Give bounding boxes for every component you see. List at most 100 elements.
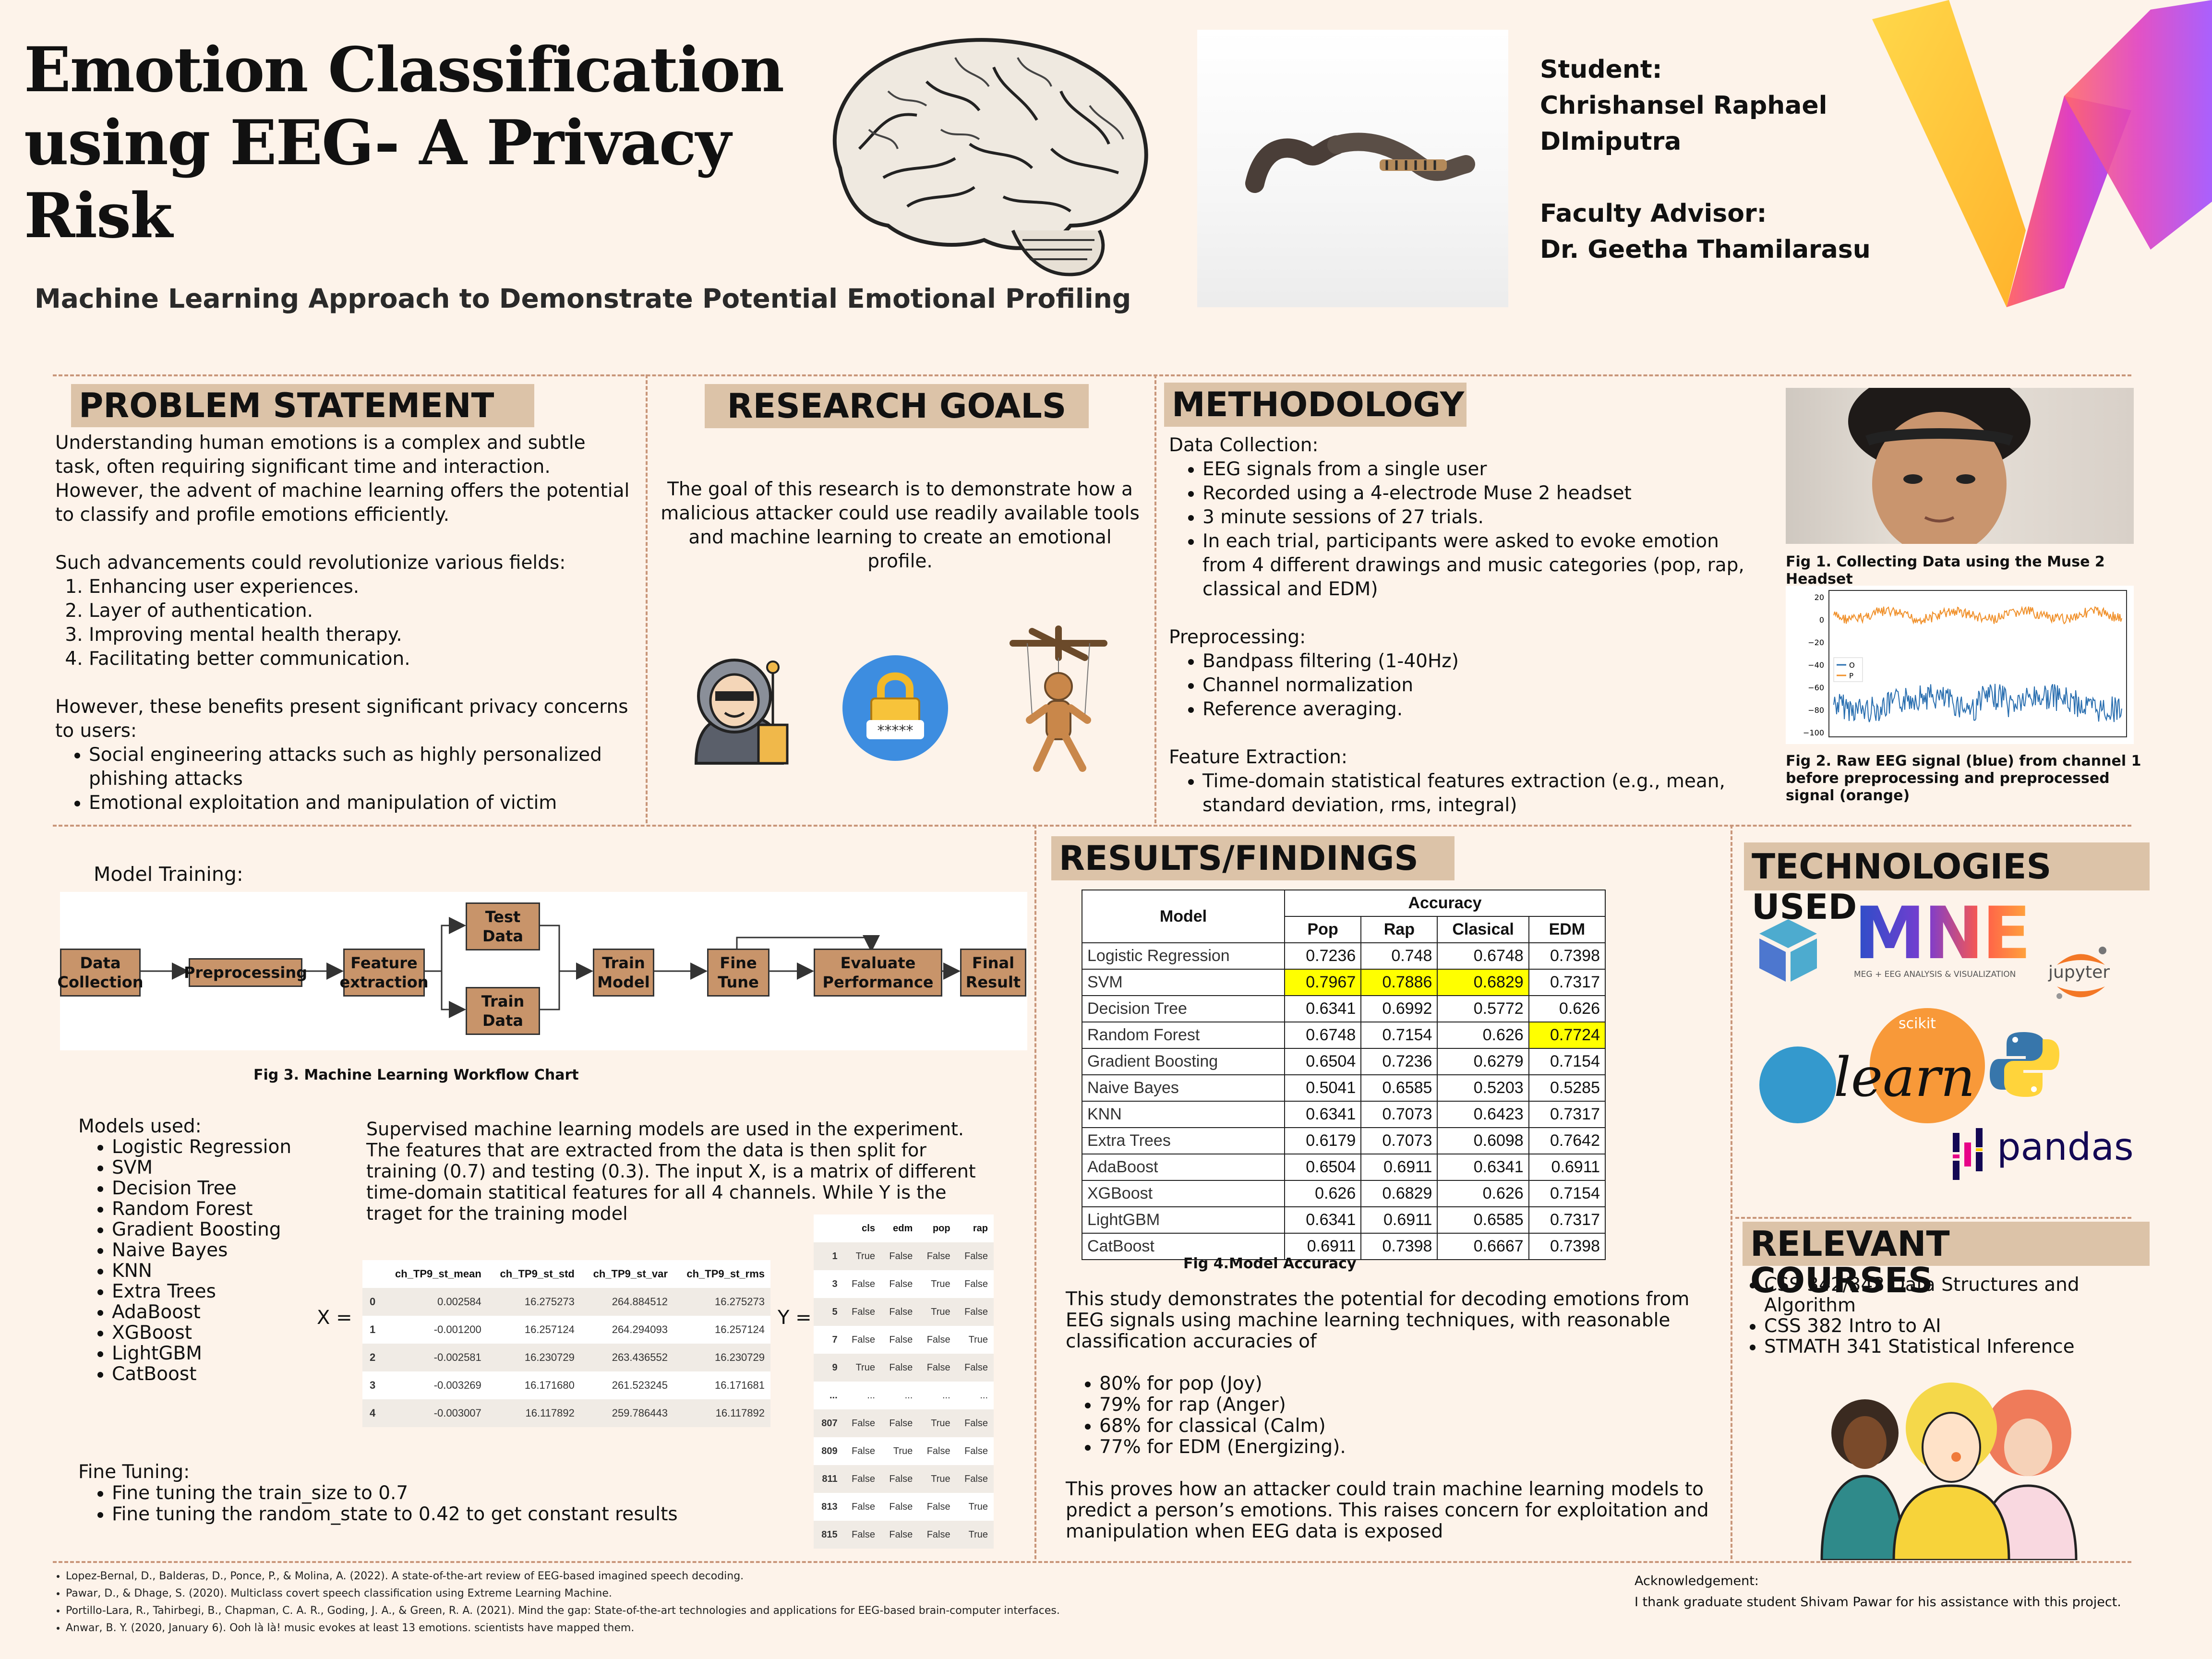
divider	[53, 825, 2131, 827]
fields-list: Enhancing user experiences. Layer of aut…	[55, 575, 631, 671]
flow-data-collection: Data Collection	[57, 949, 144, 997]
fine-tuning: Fine Tuning: Fine tuning the train_size …	[78, 1462, 678, 1525]
list-item: Fine tuning the train_size to 0.7	[112, 1483, 678, 1504]
accuracy-cell: 0.6911	[1284, 1233, 1362, 1260]
fine-tuning-label: Fine Tuning:	[78, 1461, 190, 1483]
y-matrix-table: cls edm pop rap 1 True False False False 3 False Fa…	[814, 1214, 994, 1549]
table-cell: False	[889, 1501, 913, 1512]
list-item: AdaBoost	[112, 1302, 291, 1322]
eeg-plot: 20 0 −20 −40 −60 −80 −100 O P	[1803, 590, 2127, 737]
list-item: Channel normalization	[1202, 673, 1759, 697]
column-header: EDM	[1528, 916, 1606, 943]
list-item: CatBoost	[112, 1364, 291, 1384]
column-header	[362, 1260, 381, 1288]
model-name-cell: Extra Trees	[1082, 1127, 1285, 1154]
divider	[1735, 1217, 2131, 1219]
list-item: STMATH 341 Statistical Inference	[1764, 1336, 2143, 1357]
table-row: XGBoost 0.626 0.6829 0.626 0.7154	[1082, 1180, 1606, 1207]
mne-logo-subtitle: MEG + EEG ANALYSIS & VISUALIZATION	[1854, 970, 2016, 979]
table-cell: True	[918, 1409, 956, 1437]
table-row: 4 -0.003007 16.117892 259.786443 16.117892	[362, 1399, 770, 1427]
scikit-learn-logo-icon	[1759, 1008, 1985, 1123]
y-tick: −60	[1808, 683, 1824, 692]
accuracy-cell: 0.6911	[1360, 1206, 1438, 1234]
accuracy-cell: 0.6829	[1437, 969, 1529, 996]
table-cell: True	[843, 1242, 881, 1270]
table-row: 3 False False True False	[814, 1270, 994, 1298]
table-row: 809 False True False False	[814, 1437, 994, 1465]
list-item: Logistic Regression	[112, 1137, 291, 1157]
table-row: 1 -0.001200 16.257124 264.294093 16.257124	[362, 1316, 770, 1344]
table-cell: True	[843, 1354, 881, 1382]
table-row: SVM 0.7967 0.7886 0.6829 0.7317	[1082, 969, 1606, 996]
preprocessed-signal-line	[1833, 605, 2122, 625]
table-cell: False	[880, 1465, 919, 1493]
table-cell: 1	[814, 1242, 843, 1270]
table-row: 813 False False False True	[814, 1493, 994, 1521]
workflow-arrows	[141, 917, 961, 1018]
table-cell: False	[880, 1242, 919, 1270]
model-training-label: Model Training:	[94, 863, 243, 886]
list-item: Decision Tree	[112, 1178, 291, 1199]
acknowledgement-text: I thank graduate student Shivam Pawar fo…	[1635, 1595, 2121, 1610]
model-name-cell: CatBoost	[1082, 1233, 1285, 1260]
table-cell: 16.275273	[487, 1288, 580, 1316]
person-icon	[1848, 388, 2031, 544]
table-cell: False	[964, 1445, 988, 1456]
table-row: Naive Bayes 0.5041 0.6585 0.5203 0.5285	[1082, 1074, 1606, 1102]
fig4-caption: Fig 4.Model Accuracy	[1183, 1255, 1357, 1272]
table-row: Gradient Boosting 0.6504 0.7236 0.6279 0.715…	[1082, 1048, 1606, 1075]
accuracy-cell: 0.6992	[1360, 995, 1438, 1022]
table-cell: 263.436552	[580, 1344, 673, 1371]
table-cell: 3	[369, 1379, 376, 1391]
concerns-list: Social engineering attacks such as highl…	[55, 743, 631, 815]
accuracy-cell: 0.6829	[1360, 1180, 1438, 1207]
table-cell: True	[931, 1278, 950, 1289]
divider	[1731, 825, 1732, 1559]
table-row: CatBoost 0.6911 0.7398 0.6667 0.7398	[1082, 1233, 1606, 1260]
table-row: 815 False False False True	[814, 1521, 994, 1549]
table-cell: 1	[369, 1323, 376, 1335]
column-header: ch_TP9_st_var	[593, 1268, 668, 1280]
column-header: ch_TP9_st_rms	[686, 1268, 765, 1280]
table-cell: -0.002581	[381, 1344, 487, 1371]
table-cell: True	[968, 1501, 988, 1512]
y-tick: 0	[1819, 615, 1824, 625]
table-row: AdaBoost 0.6504 0.6911 0.6341 0.6911	[1082, 1154, 1606, 1181]
table-row: Random Forest 0.6748 0.7154 0.626 0.7724	[1082, 1022, 1606, 1049]
table-row: Decision Tree 0.6341 0.6992 0.5772 0.626	[1082, 995, 1606, 1022]
table-cell: 16.257124	[524, 1323, 575, 1335]
table-cell: True	[918, 1298, 956, 1326]
accuracy-cell: 0.7967	[1284, 969, 1362, 996]
table-cell: False	[843, 1465, 881, 1493]
table-cell: False	[880, 1409, 919, 1437]
table-cell: False	[926, 1501, 950, 1512]
table-cell: 5	[814, 1298, 843, 1326]
reference-item: Anwar, B. Y. (2020, January 6). Ooh là l…	[66, 1620, 1543, 1637]
students-illustration	[1820, 1382, 2078, 1560]
student-name: Chrishansel Raphael	[1540, 91, 1827, 120]
table-row: 3 -0.003269 16.171680 261.523245 16.171681	[362, 1371, 770, 1399]
table-row: KNN 0.6341 0.7073 0.6423 0.7317	[1082, 1101, 1606, 1128]
table-cell: False	[918, 1521, 956, 1549]
list-item: Layer of authentication.	[89, 599, 631, 623]
table-row: 807 False False True False	[814, 1409, 994, 1437]
preprocessing-list: Bandpass filtering (1-40Hz) Channel norm…	[1169, 649, 1759, 721]
problem-concerns-intro: However, these benefits present signific…	[55, 696, 628, 742]
results-conclusion: This proves how an attacker could train …	[1066, 1479, 1709, 1542]
list-item: Bandpass filtering (1-40Hz)	[1202, 649, 1759, 673]
accuracy-cell: 0.7398	[1528, 942, 1606, 970]
list-item: Random Forest	[112, 1199, 291, 1219]
python-logo-icon	[1990, 1032, 2059, 1097]
models-list: Logistic RegressionSVMDecision TreeRando…	[78, 1137, 291, 1384]
table-cell: False	[926, 1334, 950, 1345]
student-label: Student:	[1540, 55, 1662, 84]
column-header: Model	[1082, 890, 1285, 943]
divider	[53, 1561, 2131, 1563]
training-description: Supervised machine learning models are u…	[366, 1118, 976, 1224]
goals-heading: RESEARCH GOALS	[705, 384, 1089, 428]
svg-text:*****: *****	[878, 722, 914, 739]
jupyter-logo: jupyter	[2047, 938, 2115, 1006]
accuracy-cell: 0.7398	[1360, 1233, 1438, 1260]
legend-p: P	[1849, 672, 1853, 680]
